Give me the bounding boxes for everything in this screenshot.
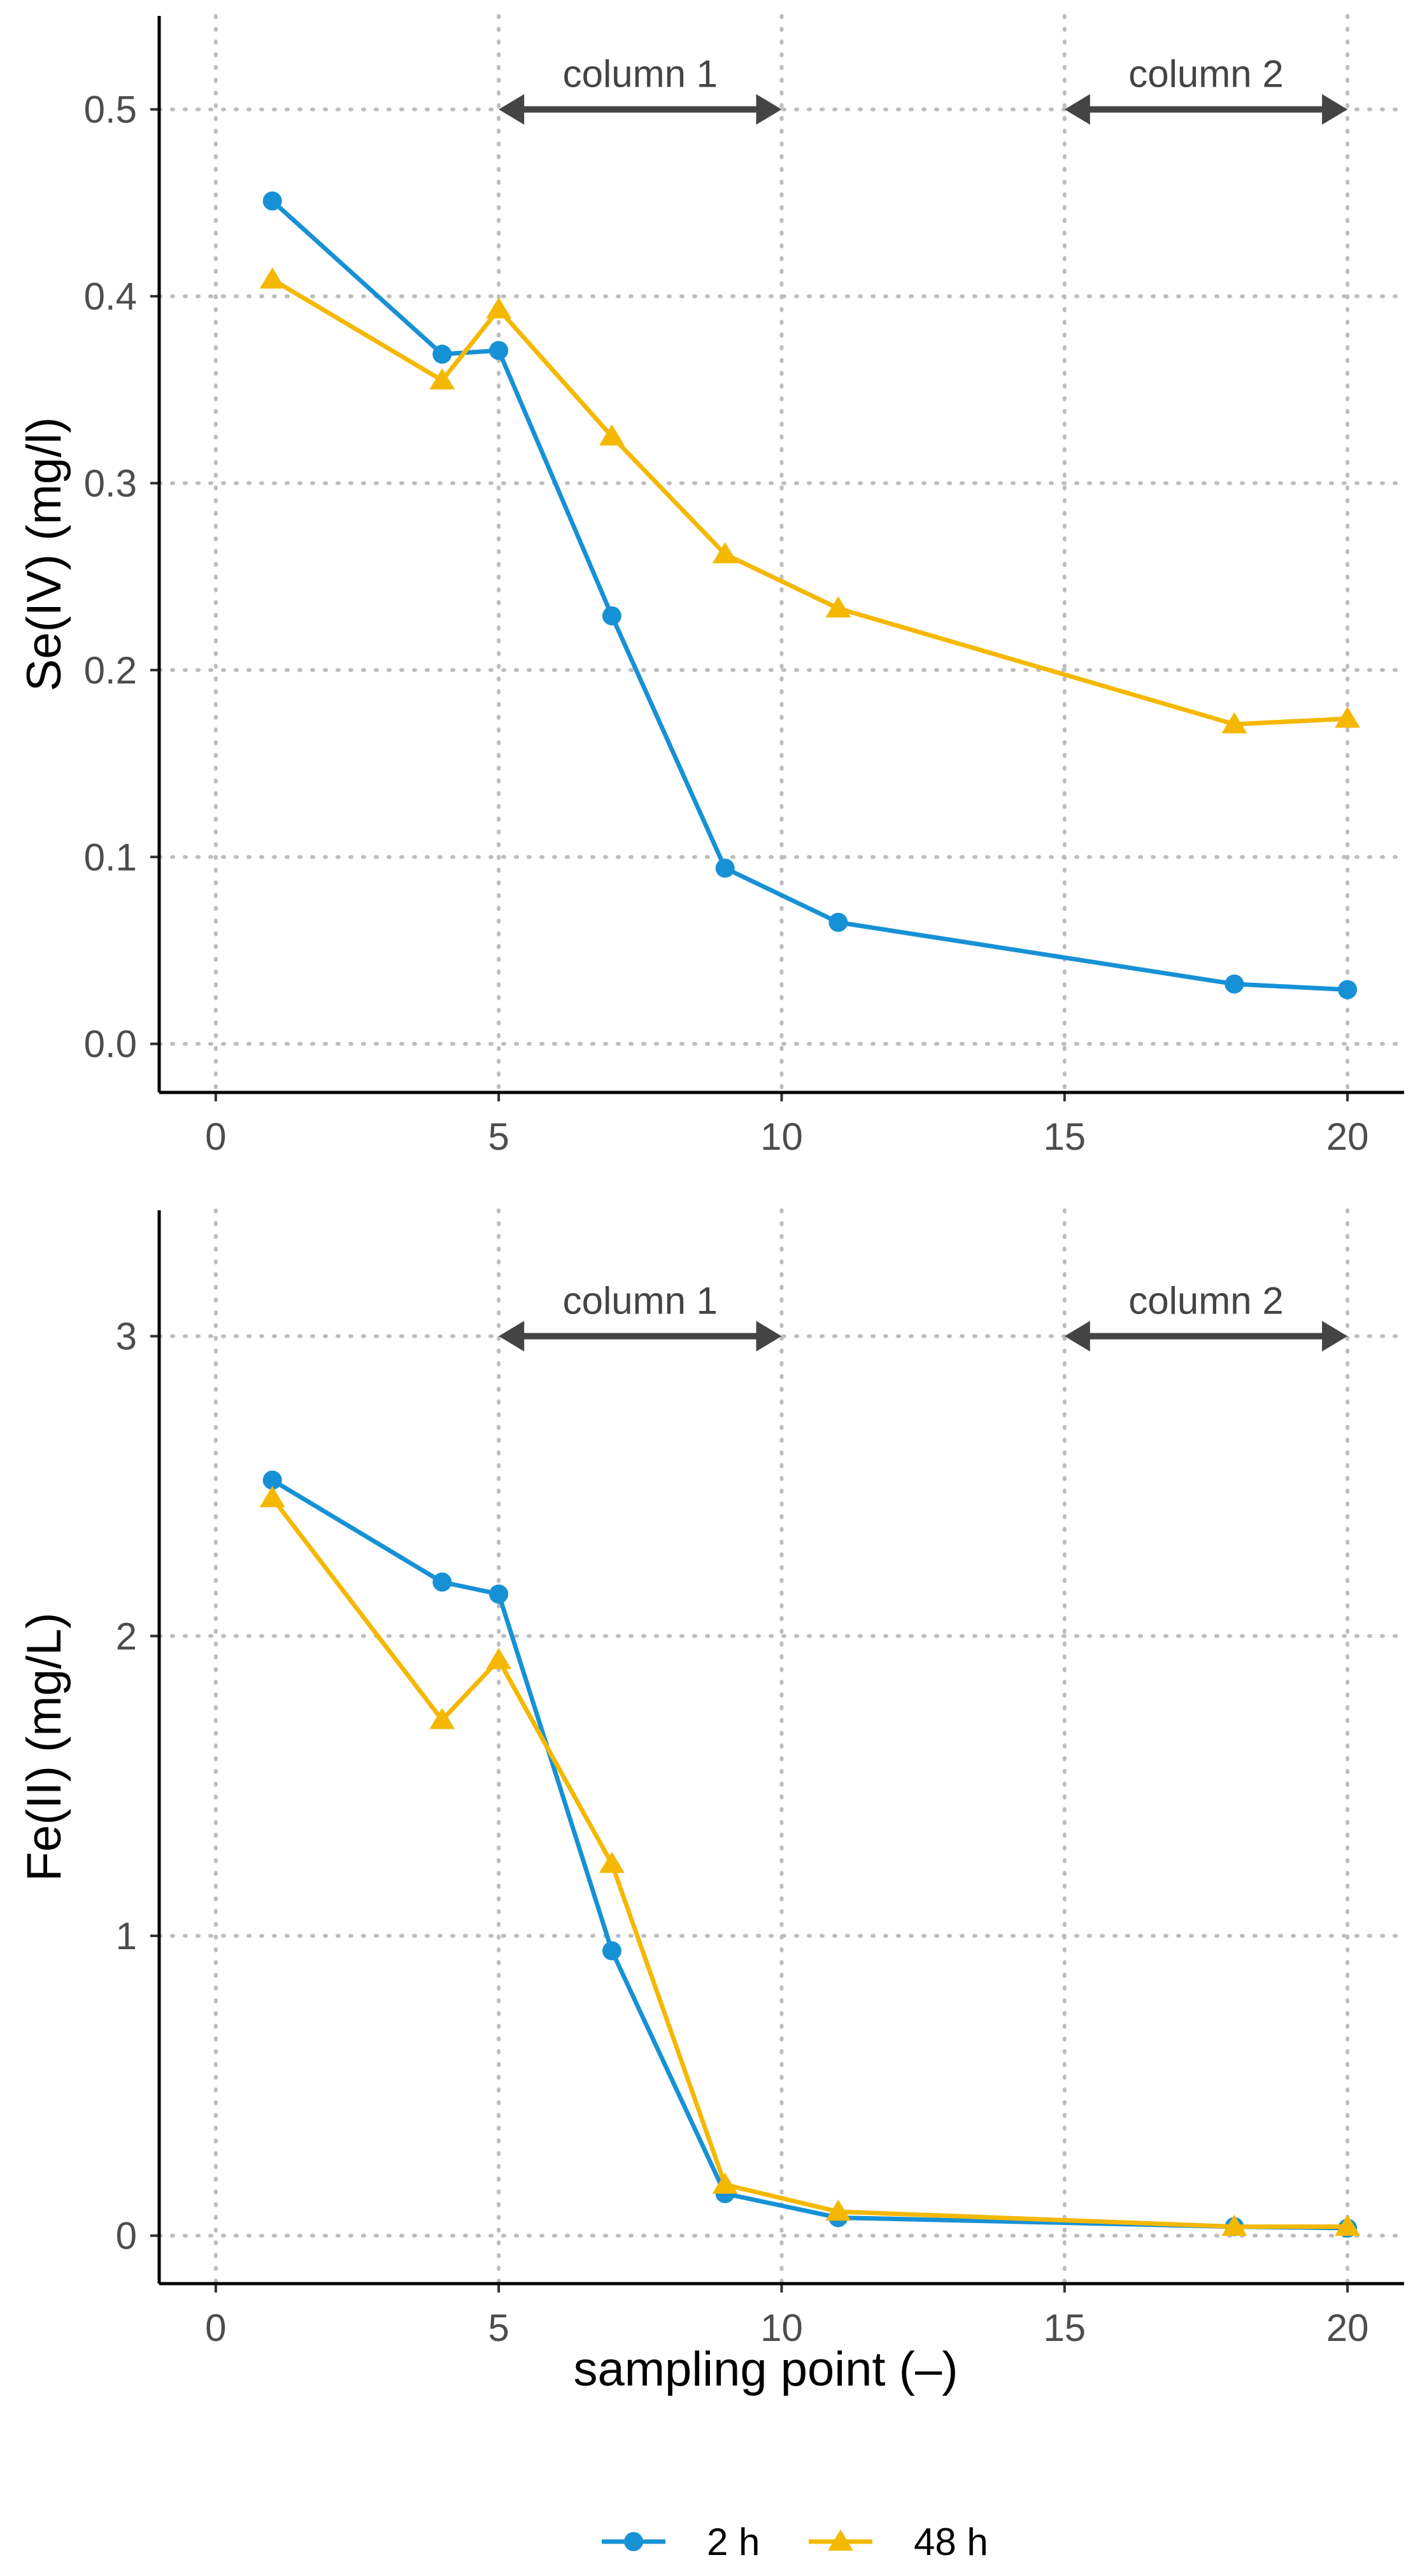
y-tick-label: 3 xyxy=(116,1315,137,1358)
x-tick-label: 15 xyxy=(1043,2307,1086,2349)
fe-panel: 0 5 10 15 20 0 1 2 3 Fe(II) (mg/L) sampling point … xyxy=(17,1208,1406,2396)
data-point-2h xyxy=(602,606,621,626)
data-point-48h xyxy=(486,1648,512,1670)
x-tick-label: 20 xyxy=(1326,1115,1369,1158)
x-tick-label: 20 xyxy=(1326,2307,1369,2349)
x-axis-title: sampling point (–) xyxy=(573,2342,958,2396)
y-tick-label: 0.2 xyxy=(84,649,137,692)
data-point-48h xyxy=(429,368,455,390)
data-point-48h xyxy=(259,267,285,289)
data-point-48h xyxy=(1221,2214,1247,2236)
data-point-48h xyxy=(429,1708,455,1729)
data-point-2h xyxy=(1225,974,1244,994)
annotation-label: column 2 xyxy=(1128,1280,1283,1322)
y-axis-title: Se(IV) (mg/l) xyxy=(17,417,71,692)
x-tick-label: 5 xyxy=(488,1115,509,1158)
y-axis-title: Fe(II) (mg/L) xyxy=(17,1612,71,1881)
legend: 2 h 48 h xyxy=(602,2521,988,2563)
data-point-2h xyxy=(262,191,282,211)
data-point-48h xyxy=(825,2200,851,2221)
annotation-arrow-head-left xyxy=(499,1320,525,1352)
y-tick-label: 0.3 xyxy=(84,462,137,505)
x-tick-label: 0 xyxy=(205,1115,226,1158)
series-line-48h xyxy=(270,1496,1348,2229)
series-line-2h xyxy=(271,1478,1348,2231)
data-point-2h xyxy=(262,1470,282,1490)
series-line-48h xyxy=(271,277,1348,727)
data-point-2h xyxy=(489,1584,509,1604)
data-point-48h xyxy=(712,2172,738,2194)
annotation-arrow-head-right xyxy=(1322,94,1348,125)
annotation-label: column 2 xyxy=(1128,53,1283,96)
data-point-2h xyxy=(432,1572,452,1592)
x-tick-label: 10 xyxy=(760,2307,803,2349)
x-tick-label: 10 xyxy=(760,1115,803,1158)
data-point-48h xyxy=(486,297,512,318)
legend-label: 48 h xyxy=(914,2521,988,2563)
y-tick-label: 0.5 xyxy=(84,89,137,131)
data-point-48h xyxy=(825,596,851,618)
data-point-2h xyxy=(715,858,735,878)
data-point-48h xyxy=(712,542,738,564)
x-tick-label: 15 xyxy=(1043,1115,1086,1158)
annotation-arrow-head-right xyxy=(1322,1320,1348,1352)
data-point-2h xyxy=(432,345,452,364)
y-tick-label: 0.1 xyxy=(84,836,137,878)
annotation-arrow-head-left xyxy=(499,94,525,125)
annotation-label: column 1 xyxy=(563,1280,718,1322)
legend-key-circle xyxy=(624,2532,643,2551)
legend-key-triangle xyxy=(828,2529,853,2551)
data-point-48h xyxy=(1335,2214,1361,2236)
data-point-2h xyxy=(602,1941,621,1961)
annotation-arrow-head-left xyxy=(1064,1320,1090,1352)
data-point-48h xyxy=(1221,712,1247,734)
data-point-2h xyxy=(828,913,848,933)
data-point-48h xyxy=(599,424,625,446)
annotation-label: column 1 xyxy=(563,53,718,96)
legend-label: 2 h xyxy=(707,2521,760,2563)
data-point-48h xyxy=(259,1485,285,1508)
data-point-2h xyxy=(1338,980,1358,999)
annotation-arrow-head-left xyxy=(1064,94,1090,125)
y-tick-label: 0.4 xyxy=(84,275,137,318)
y-tick-label: 2 xyxy=(116,1615,137,1657)
y-tick-label: 1 xyxy=(116,1915,137,1957)
annotation-arrow-head-right xyxy=(756,1320,782,1352)
data-point-48h xyxy=(599,1852,625,1873)
x-tick-label: 0 xyxy=(205,2307,226,2349)
y-tick-label: 0 xyxy=(116,2215,137,2258)
data-point-48h xyxy=(1335,706,1361,728)
y-tick-label: 0.0 xyxy=(84,1023,137,1066)
se-panel: 0 5 10 15 20 0.0 0.1 0.2 0.3 0.4 0.5 Se(IV) (mg/l) c… xyxy=(17,14,1406,1158)
data-point-2h xyxy=(489,341,509,361)
x-tick-label: 5 xyxy=(488,2307,509,2349)
annotation-arrow-head-right xyxy=(756,94,782,125)
